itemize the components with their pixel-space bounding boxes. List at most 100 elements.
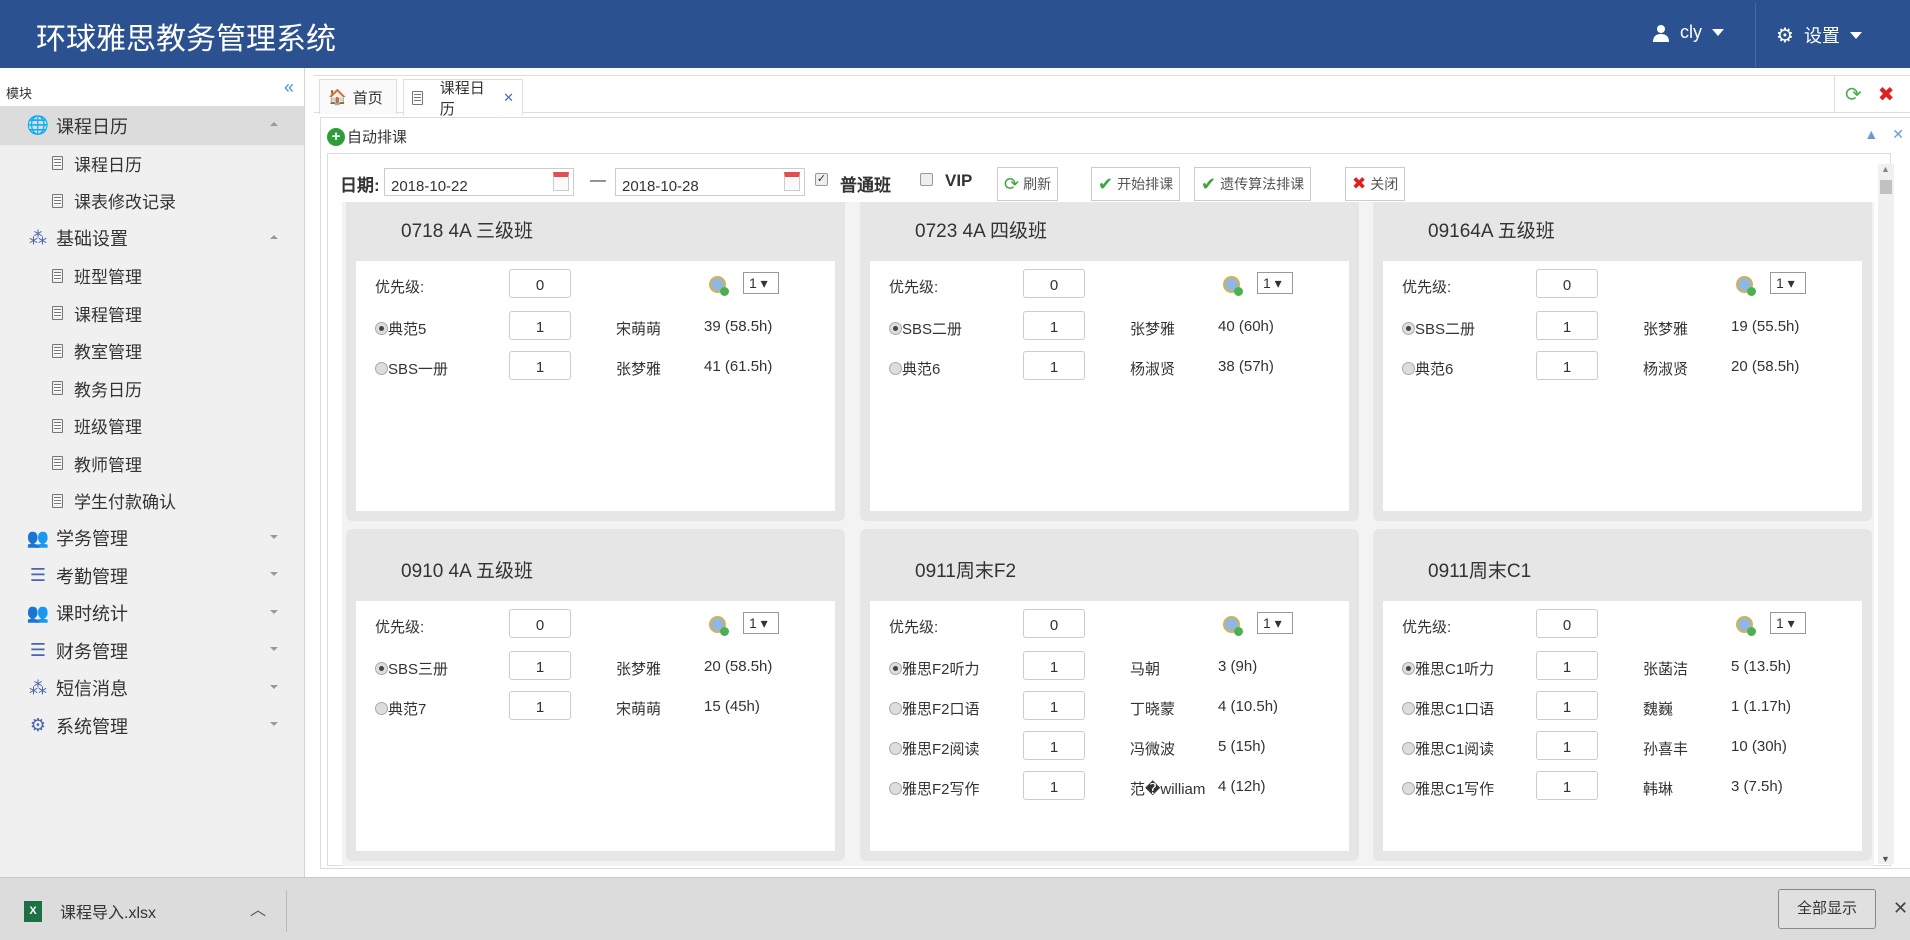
- add-time-icon[interactable]: [1736, 616, 1756, 636]
- settings-menu[interactable]: ⚙ 设置: [1776, 22, 1862, 48]
- course-option[interactable]: 雅思F2听力: [889, 658, 980, 679]
- count-select[interactable]: 1 ▾: [1770, 612, 1806, 634]
- course-option[interactable]: SBS二册: [889, 318, 962, 339]
- course-option[interactable]: 雅思C1写作: [1402, 778, 1494, 799]
- collapse-panel-icon[interactable]: ▲: [1864, 126, 1879, 142]
- course-option[interactable]: 雅思C1口语: [1402, 698, 1494, 719]
- calendar-icon[interactable]: [553, 172, 569, 191]
- sidebar-item[interactable]: 教师管理: [0, 445, 304, 483]
- expand-arrow-icon[interactable]: [270, 647, 278, 651]
- add-time-icon[interactable]: [709, 616, 729, 636]
- sidebar-item[interactable]: 课表修改记录: [0, 182, 304, 220]
- course-count-input[interactable]: 1: [1536, 651, 1598, 680]
- course-count-input[interactable]: 1: [1536, 691, 1598, 720]
- course-count-input[interactable]: 1: [1023, 691, 1085, 720]
- expand-arrow-icon[interactable]: [270, 572, 278, 576]
- sidebar-group-7[interactable]: ⚙ 系统管理: [0, 707, 304, 745]
- sidebar-item[interactable]: 班型管理: [0, 257, 304, 295]
- course-radio[interactable]: [375, 662, 388, 675]
- course-radio[interactable]: [375, 702, 388, 715]
- chevron-up-icon[interactable]: ︿: [250, 902, 267, 919]
- course-option[interactable]: 雅思F2口语: [889, 698, 980, 719]
- tab-home[interactable]: 🏠 首页: [319, 79, 397, 114]
- regular-class-checkbox[interactable]: ✓: [815, 173, 828, 186]
- close-download-bar-icon[interactable]: ✕: [1893, 898, 1909, 918]
- user-menu[interactable]: cly: [1652, 22, 1724, 43]
- priority-input[interactable]: 0: [1023, 609, 1085, 638]
- course-option[interactable]: 雅思C1听力: [1402, 658, 1494, 679]
- course-radio[interactable]: [1402, 742, 1415, 755]
- calendar-icon[interactable]: [784, 172, 800, 191]
- sidebar-item[interactable]: 课程日历: [0, 145, 304, 183]
- close-panel-icon[interactable]: ✕: [1892, 126, 1904, 142]
- course-radio[interactable]: [1402, 322, 1415, 335]
- course-radio[interactable]: [1402, 782, 1415, 795]
- tab-course-calendar[interactable]: 课程日历 ✕: [403, 79, 523, 118]
- scrollbar-thumb[interactable]: [1880, 180, 1892, 194]
- count-select[interactable]: 1 ▾: [1770, 272, 1806, 294]
- collapse-arrow-icon[interactable]: [270, 234, 278, 239]
- close-tab-icon[interactable]: ✕: [503, 89, 514, 105]
- priority-input[interactable]: 0: [509, 609, 571, 638]
- course-count-input[interactable]: 1: [1536, 731, 1598, 760]
- sidebar-item[interactable]: 学生付款确认: [0, 482, 304, 520]
- sidebar-group-6[interactable]: ⁂ 短信消息: [0, 670, 304, 708]
- course-count-input[interactable]: 1: [1023, 311, 1085, 340]
- close-button[interactable]: ✖ 关闭: [1345, 167, 1406, 201]
- course-count-input[interactable]: 1: [509, 311, 571, 340]
- start-schedule-button[interactable]: ✔ 开始排课: [1091, 167, 1181, 201]
- vip-checkbox[interactable]: [920, 173, 933, 186]
- scrollbar[interactable]: ▲ ▼: [1878, 164, 1894, 864]
- sidebar-group-0[interactable]: 🌐 课程日历: [0, 107, 304, 145]
- course-option[interactable]: SBS二册: [1402, 318, 1475, 339]
- course-option[interactable]: 典范7: [375, 698, 426, 719]
- course-count-input[interactable]: 1: [1023, 651, 1085, 680]
- course-radio[interactable]: [889, 362, 902, 375]
- course-radio[interactable]: [375, 362, 388, 375]
- scroll-up-icon[interactable]: ▲: [1881, 164, 1890, 174]
- sidebar-item[interactable]: 班级管理: [0, 407, 304, 445]
- course-count-input[interactable]: 1: [1536, 351, 1598, 380]
- add-time-icon[interactable]: [1223, 276, 1243, 296]
- sidebar-group-4[interactable]: 👥 课时统计: [0, 595, 304, 633]
- sidebar-item[interactable]: 课程管理: [0, 295, 304, 333]
- course-radio[interactable]: [889, 322, 902, 335]
- course-count-input[interactable]: 1: [509, 691, 571, 720]
- add-time-icon[interactable]: [1223, 616, 1243, 636]
- priority-input[interactable]: 0: [509, 269, 571, 298]
- priority-input[interactable]: 0: [1023, 269, 1085, 298]
- collapse-arrow-icon[interactable]: [270, 122, 278, 126]
- course-option[interactable]: SBS三册: [375, 658, 448, 679]
- date-to-input[interactable]: 2018-10-28: [615, 168, 805, 196]
- sidebar-group-2[interactable]: 👥 学务管理: [0, 520, 304, 558]
- course-count-input[interactable]: 1: [1023, 731, 1085, 760]
- download-item[interactable]: X 课程导入.xlsx: [24, 899, 156, 923]
- course-option[interactable]: 典范6: [889, 358, 940, 379]
- course-count-input[interactable]: 1: [509, 651, 571, 680]
- priority-input[interactable]: 0: [1536, 269, 1598, 298]
- course-radio[interactable]: [375, 322, 388, 335]
- priority-input[interactable]: 0: [1536, 609, 1598, 638]
- genetic-schedule-button[interactable]: ✔ 遗传算法排课: [1194, 167, 1312, 201]
- course-radio[interactable]: [1402, 702, 1415, 715]
- course-radio[interactable]: [889, 702, 902, 715]
- expand-arrow-icon[interactable]: [270, 722, 278, 726]
- course-radio[interactable]: [889, 662, 902, 675]
- refresh-icon[interactable]: ⟳: [1845, 83, 1862, 106]
- course-radio[interactable]: [889, 742, 902, 755]
- refresh-button[interactable]: ⟳ 刷新: [997, 167, 1059, 201]
- count-select[interactable]: 1 ▾: [743, 612, 779, 634]
- add-time-icon[interactable]: [1736, 276, 1756, 296]
- count-select[interactable]: 1 ▾: [743, 272, 779, 294]
- add-time-icon[interactable]: [709, 276, 729, 296]
- sidebar-group-5[interactable]: ☰ 财务管理: [0, 632, 304, 670]
- sidebar-group-3[interactable]: ☰ 考勤管理: [0, 557, 304, 595]
- course-radio[interactable]: [1402, 662, 1415, 675]
- count-select[interactable]: 1 ▾: [1257, 272, 1293, 294]
- course-count-input[interactable]: 1: [1023, 351, 1085, 380]
- collapse-icon[interactable]: «: [283, 77, 294, 97]
- close-all-icon[interactable]: ✖: [1877, 83, 1895, 106]
- count-select[interactable]: 1 ▾: [1257, 612, 1293, 634]
- date-from-input[interactable]: 2018-10-22: [384, 168, 574, 196]
- sidebar-item[interactable]: 教室管理: [0, 332, 304, 370]
